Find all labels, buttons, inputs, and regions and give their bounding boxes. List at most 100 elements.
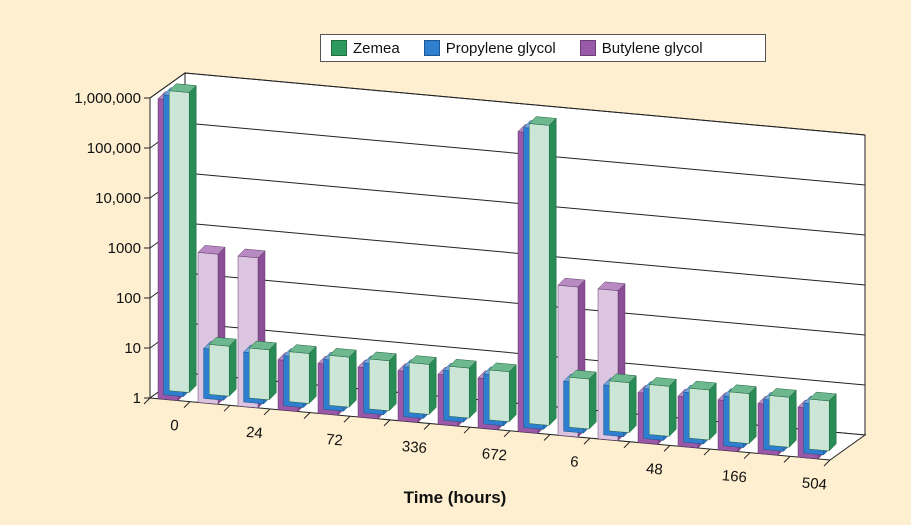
bar-top (557, 277, 586, 288)
bar (208, 344, 230, 397)
bar (488, 369, 510, 423)
bar (528, 123, 550, 426)
y-tick-label: 10 (124, 340, 141, 357)
bar-side (548, 117, 557, 426)
legend-label-propylene-glycol: Propylene glycol (445, 39, 556, 57)
bar (288, 351, 310, 404)
legend-label-butylene-glycol: Butylene glycol (601, 39, 703, 57)
bar-top (208, 337, 237, 347)
y-tick-label: 1000 (108, 240, 141, 257)
x-tick-mark (703, 448, 711, 456)
bar-side (668, 378, 677, 437)
x-tick-label: 504 (801, 474, 827, 493)
x-tick-mark (823, 459, 831, 467)
bar (808, 398, 830, 452)
bar-top (168, 83, 197, 93)
bar (728, 391, 750, 444)
x-tick-mark (663, 445, 671, 452)
bar-top (488, 362, 517, 372)
bar-top (728, 384, 757, 394)
bar-top (248, 340, 277, 351)
chart-legend: Zemea Propylene glycol Butylene glycol (320, 34, 766, 62)
x-tick-label: 336 (401, 438, 427, 457)
x-tick-mark (143, 397, 151, 405)
bar-top (528, 116, 557, 126)
x-tick-mark (743, 452, 751, 460)
bar-side (628, 375, 637, 434)
bar (608, 380, 630, 433)
bar-top (368, 351, 397, 362)
y-tick-label: 100 (116, 290, 141, 307)
gridline (184, 72, 866, 136)
bar-side (828, 393, 837, 452)
x-tick-label: 6 (569, 453, 579, 471)
x-tick-label: 672 (481, 445, 507, 464)
bar-side (308, 345, 317, 405)
legend-label-zemea: Zemea (353, 39, 400, 57)
legend-swatch-butylene-glycol (579, 40, 596, 56)
bar (248, 347, 270, 401)
y-tick-label: 1,000,000 (74, 90, 141, 107)
x-tick-mark (223, 404, 231, 412)
bar-side (708, 382, 717, 441)
bar (368, 358, 390, 412)
x-tick-label: 48 (645, 460, 663, 478)
x-tick-label: 166 (721, 467, 747, 486)
bar (328, 355, 350, 408)
bar-side (348, 349, 357, 408)
legend-swatch-zemea (331, 40, 347, 56)
bar (448, 365, 470, 419)
legend-item-zemea: Zemea (331, 40, 400, 57)
x-tick-mark (783, 455, 791, 463)
x-tick-label: 24 (245, 424, 263, 442)
x-tick-mark (623, 441, 631, 449)
bar (568, 376, 590, 430)
bar-top (648, 377, 677, 387)
bar (648, 384, 670, 437)
x-tick-label: 0 (169, 417, 179, 435)
bar (768, 395, 790, 448)
bar-side (468, 360, 477, 419)
bar-side (388, 353, 397, 412)
bar-side (508, 364, 517, 423)
bar-top (328, 348, 357, 358)
bar-side (788, 389, 797, 448)
bar-top (237, 248, 266, 259)
bar-top (408, 355, 437, 365)
bar-top (768, 388, 797, 398)
x-tick-mark (503, 430, 511, 438)
bar-top (808, 391, 837, 402)
bar (688, 387, 710, 441)
bar-side (188, 84, 197, 394)
y-tick-label: 10,000 (95, 190, 141, 207)
bar-top (288, 344, 317, 354)
bar-side (588, 371, 597, 430)
x-tick-mark (463, 426, 471, 434)
x-tick-mark (263, 408, 271, 416)
y-tick-label: 100,000 (87, 140, 141, 157)
bar-top (448, 358, 477, 369)
bar-side (268, 342, 277, 401)
bar-top (608, 373, 637, 383)
bar-top (597, 281, 626, 291)
x-axis-title: Time (hours) (403, 488, 507, 507)
legend-swatch-propylene-glycol (423, 40, 440, 56)
bar-side (228, 338, 237, 397)
x-tick-label: 72 (325, 431, 343, 449)
bar-top (688, 380, 717, 391)
bar (168, 90, 190, 393)
bar-top (568, 369, 597, 380)
bar-side (428, 356, 437, 416)
x-tick-mark (303, 412, 311, 419)
x-tick-mark (383, 419, 391, 427)
gridline-side (149, 72, 186, 99)
legend-item-butylene-glycol: Butylene glycol (579, 39, 703, 57)
x-tick-mark (543, 434, 551, 441)
x-tick-mark (583, 437, 591, 445)
y-tick-label: 1 (133, 390, 141, 407)
x-tick-mark (423, 423, 431, 430)
legend-item-propylene-glycol: Propylene glycol (423, 39, 556, 57)
bar-side (748, 386, 757, 445)
